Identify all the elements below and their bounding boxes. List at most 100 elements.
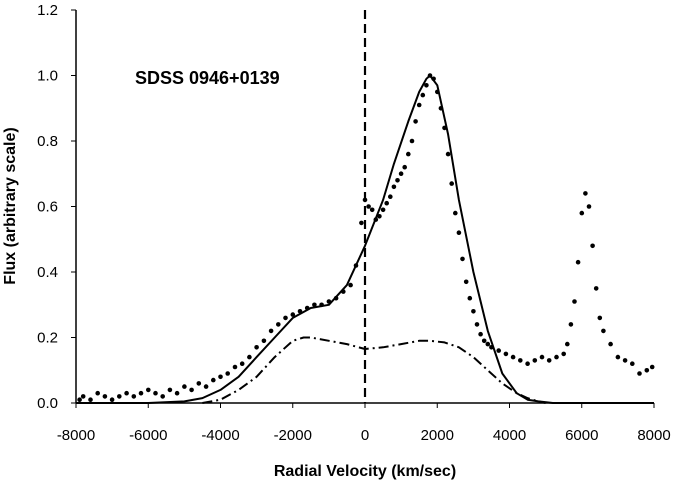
data-point — [586, 204, 592, 209]
data-point — [420, 92, 426, 98]
data-point — [463, 279, 469, 285]
data-point — [160, 394, 165, 399]
data-point — [590, 243, 595, 249]
data-point — [391, 184, 397, 190]
data-point — [561, 351, 566, 357]
data-point — [402, 164, 408, 170]
data-point — [232, 364, 238, 370]
x-tick-label: 6000 — [565, 427, 598, 444]
data-point — [471, 309, 476, 314]
data-point — [117, 394, 122, 399]
data-point — [532, 358, 538, 363]
data-point — [637, 371, 642, 376]
y-tick-label: 1.2 — [37, 2, 58, 19]
model-broad-component-line — [202, 336, 546, 404]
data-point — [630, 361, 635, 367]
data-point — [503, 351, 509, 357]
data-point — [359, 220, 364, 226]
data-point — [467, 295, 473, 301]
data-point — [80, 394, 86, 399]
data-point — [601, 328, 606, 334]
y-tick-label: 0.2 — [37, 330, 58, 347]
data-point — [518, 358, 523, 363]
data-point — [95, 390, 100, 396]
data-point — [225, 371, 230, 376]
data-point — [167, 387, 173, 393]
data-point — [290, 312, 296, 317]
data-point — [445, 151, 451, 157]
data-point — [189, 387, 194, 393]
data-point — [460, 256, 465, 262]
x-axis-title: Radial Velocity (km/sec) — [274, 463, 456, 480]
data-point — [478, 331, 483, 337]
data-point — [366, 204, 371, 209]
data-point — [615, 354, 621, 360]
x-tick-label: -4000 — [201, 427, 239, 444]
data-point — [453, 210, 458, 216]
data-point — [362, 197, 368, 203]
data-point — [539, 354, 545, 360]
data-point — [138, 390, 144, 396]
model-total-line — [76, 74, 654, 404]
data-point — [395, 178, 400, 183]
data-point — [413, 119, 418, 124]
data-point — [211, 377, 216, 383]
data-point — [218, 374, 223, 380]
data-point — [579, 210, 585, 216]
data-point — [575, 259, 581, 265]
data-point — [109, 397, 115, 403]
data-point — [261, 338, 267, 344]
x-tick-label: 0 — [361, 427, 369, 444]
data-point — [496, 348, 502, 353]
data-point — [239, 361, 245, 367]
data-point — [572, 299, 577, 304]
x-tick-label: -2000 — [274, 427, 312, 444]
data-point — [146, 387, 151, 393]
data-point — [174, 390, 180, 396]
data-point — [406, 151, 411, 157]
data-point — [583, 191, 588, 196]
data-point — [380, 207, 386, 213]
data-point — [88, 397, 93, 403]
data-point — [525, 361, 530, 367]
data-point — [409, 138, 415, 144]
data-point — [283, 315, 288, 321]
data-point — [377, 214, 382, 219]
data-point — [644, 368, 650, 373]
data-point — [276, 322, 281, 327]
data-point — [203, 384, 209, 389]
data-point — [424, 83, 429, 88]
x-tick-label: 2000 — [421, 427, 454, 444]
data-point — [384, 200, 390, 206]
plot-marks — [76, 10, 655, 404]
data-point — [348, 282, 353, 288]
data-point — [554, 354, 559, 360]
data-point — [481, 338, 487, 344]
ticks: -8000 -6000 -4000 -2000 0 2000 4000 6000 8000 0.0… — [37, 2, 671, 444]
data-point — [568, 322, 574, 327]
data-point — [593, 286, 599, 291]
data-point — [449, 181, 455, 186]
data-point — [485, 341, 491, 347]
y-tick-label: 0.4 — [37, 264, 58, 281]
y-axis-title: Flux (arbitrary scale) — [2, 127, 19, 284]
data-point — [124, 390, 129, 396]
data-point — [622, 358, 628, 363]
x-tick-label: -8000 — [57, 427, 95, 444]
data-point — [416, 102, 422, 108]
data-point — [608, 341, 613, 347]
y-tick-label: 0.0 — [37, 395, 58, 412]
data-point — [77, 397, 82, 403]
data-point — [312, 302, 317, 308]
data-point — [565, 341, 570, 347]
data-point — [546, 358, 552, 363]
data-point — [369, 207, 375, 213]
data-point — [153, 390, 158, 396]
data-point — [268, 328, 274, 334]
data-point — [474, 322, 480, 327]
x-tick-label: 8000 — [637, 427, 670, 444]
data-point — [597, 315, 603, 321]
data-point — [182, 384, 187, 389]
y-tick-label: 1.0 — [37, 68, 58, 85]
